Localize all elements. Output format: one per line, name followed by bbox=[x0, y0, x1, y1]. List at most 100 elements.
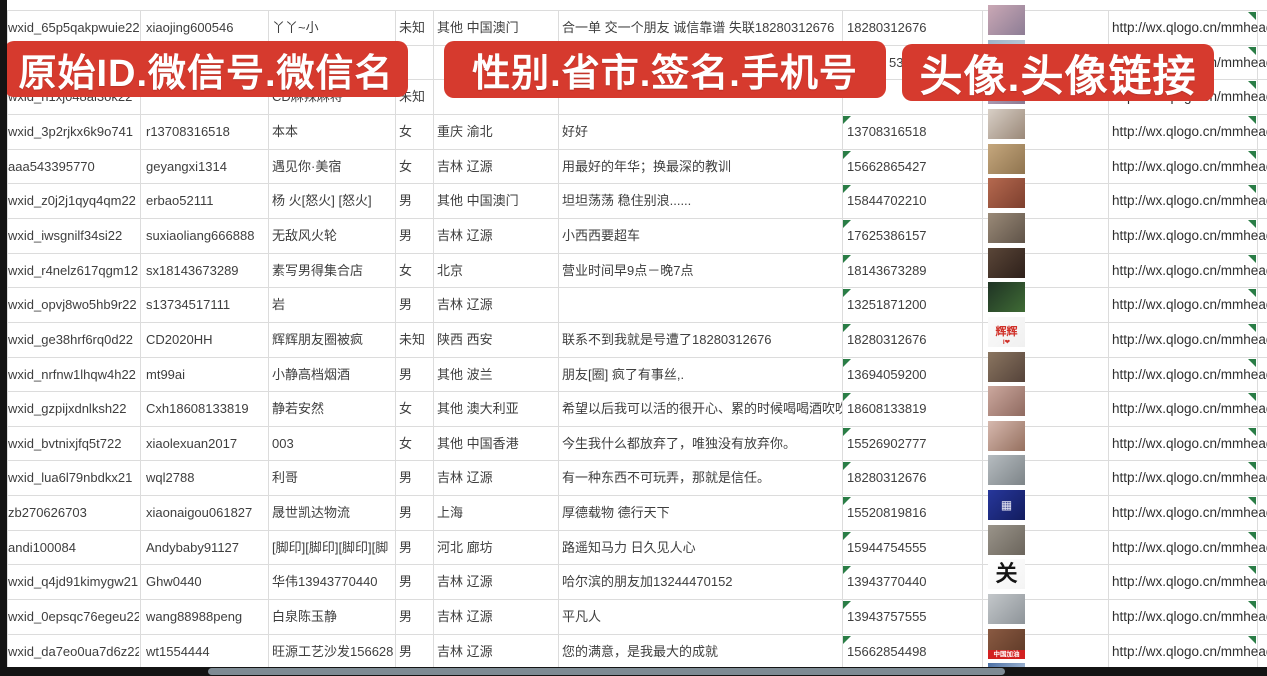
cell-wechat-number[interactable]: geyangxi1314 bbox=[146, 159, 227, 174]
video-scrub-bar[interactable] bbox=[208, 668, 1005, 675]
cell-wechat-number[interactable]: Ghw0440 bbox=[146, 574, 202, 589]
cell-original-id[interactable]: wxid_iwsgnilf34si22 bbox=[8, 228, 123, 243]
cell-wechat-number[interactable]: xiaojing600546 bbox=[146, 20, 234, 35]
cell-wechat-number[interactable]: r13708316518 bbox=[146, 124, 230, 139]
cell-wechat-name[interactable]: 白泉陈玉静 bbox=[272, 609, 338, 624]
cell-avatar-link[interactable]: http://wx.qlogo.cn/mmhead bbox=[1112, 470, 1267, 485]
cell-original-id[interactable]: wxid_opvj8wo5hb9r22 bbox=[8, 297, 137, 312]
cell-wechat-number[interactable]: Cxh18608133819 bbox=[146, 401, 249, 416]
cell-signature[interactable]: 今生我什么都放弃了，唯独没有放弃你。 bbox=[562, 436, 797, 451]
cell-province-city[interactable]: 吉林 辽源 bbox=[437, 644, 493, 659]
cell-phone-number[interactable]: 18143673289 bbox=[847, 263, 927, 278]
cell-wechat-name[interactable]: 本本 bbox=[272, 124, 299, 139]
cell-province-city[interactable]: 吉林 辽源 bbox=[437, 574, 493, 589]
cell-original-id[interactable]: wxid_65p5qakpwuie22 bbox=[8, 20, 139, 35]
cell-province-city[interactable]: 吉林 辽源 bbox=[437, 609, 493, 624]
cell-wechat-name[interactable]: 利哥 bbox=[272, 470, 299, 485]
cell-gender[interactable]: 未知 bbox=[399, 332, 426, 347]
cell-signature[interactable]: 您的满意，是我最大的成就 bbox=[562, 644, 719, 659]
cell-wechat-name[interactable]: 无敌风火轮 bbox=[272, 228, 338, 243]
cell-phone-number[interactable]: 15526902777 bbox=[847, 436, 927, 451]
cell-signature[interactable] bbox=[562, 288, 842, 322]
cell-signature[interactable]: 坦坦荡荡 稳住别浪...... bbox=[562, 193, 692, 208]
cell-province-city[interactable]: 河北 廊坊 bbox=[437, 540, 493, 555]
cell-phone-number[interactable]: 13708316518 bbox=[847, 124, 927, 139]
cell-phone-number[interactable]: 15944754555 bbox=[847, 540, 927, 555]
cell-phone-number[interactable]: 18280312676 bbox=[847, 332, 927, 347]
cell-wechat-name[interactable]: 华伟13943770440 bbox=[272, 574, 378, 589]
cell-signature[interactable]: 用最好的年华；换最深的教训 bbox=[562, 159, 732, 174]
cell-province-city[interactable]: 其他 澳大利亚 bbox=[437, 401, 519, 416]
cell-avatar-link[interactable]: http://wx.qlogo.cn/mmhead bbox=[1112, 193, 1267, 208]
cell-province-city[interactable]: 上海 bbox=[437, 505, 464, 520]
cell-avatar-link[interactable]: http://wx.qlogo.cn/mmhead bbox=[1112, 263, 1267, 278]
cell-province-city[interactable]: 吉林 辽源 bbox=[437, 228, 493, 243]
cell-signature[interactable]: 厚德载物 德行天下 bbox=[562, 505, 670, 520]
cell-wechat-number[interactable]: xiaonaigou061827 bbox=[146, 505, 253, 520]
cell-avatar-link[interactable]: http://wx.qlogo.cn/mmhead bbox=[1112, 297, 1267, 312]
cell-original-id[interactable]: wxid_lua6l79nbdkx21 bbox=[8, 470, 133, 485]
cell-province-city[interactable]: 吉林 辽源 bbox=[437, 470, 493, 485]
cell-phone-number[interactable]: 13694059200 bbox=[847, 367, 927, 382]
cell-gender[interactable]: 未知 bbox=[399, 20, 426, 35]
cell-wechat-number[interactable]: wang88988peng bbox=[146, 609, 243, 624]
cell-province-city[interactable]: 吉林 辽源 bbox=[437, 159, 493, 174]
cell-wechat-number[interactable]: wql2788 bbox=[146, 470, 195, 485]
cell-avatar-link[interactable]: http://wx.qlogo.cn/mmhead bbox=[1112, 401, 1267, 416]
cell-wechat-name[interactable]: 旺源工艺沙发15662854 bbox=[272, 644, 393, 659]
cell-avatar-link[interactable]: http://wx.qlogo.cn/mmhead bbox=[1112, 574, 1267, 589]
cell-signature[interactable]: 希望以后我可以活的很开心、累的时候喝喝酒吹吹[ bbox=[562, 401, 842, 416]
cell-avatar-link[interactable]: http://wx.qlogo.cn/mmhead bbox=[1112, 332, 1267, 347]
cell-phone-number[interactable]: 13943757555 bbox=[847, 609, 927, 624]
cell-wechat-number[interactable]: CD2020HH bbox=[146, 332, 213, 347]
cell-phone-number[interactable]: 15662865427 bbox=[847, 159, 927, 174]
cell-signature[interactable]: 路遥知马力 日久见人心 bbox=[562, 540, 696, 555]
cell-wechat-number[interactable]: suxiaoliang666888 bbox=[146, 228, 255, 243]
cell-gender[interactable]: 女 bbox=[399, 436, 413, 451]
cell-signature[interactable]: 营业时间早9点－晚7点 bbox=[562, 263, 694, 278]
cell-original-id[interactable]: wxid_3p2rjkx6k9o741 bbox=[8, 124, 134, 139]
cell-province-city[interactable]: 北京 bbox=[437, 263, 464, 278]
cell-gender[interactable]: 男 bbox=[399, 470, 413, 485]
cell-original-id[interactable]: wxid_gzpijxdnlksh22 bbox=[8, 401, 127, 416]
cell-avatar-link[interactable]: http://wx.qlogo.cn/mmhead bbox=[1112, 367, 1267, 382]
cell-gender[interactable]: 男 bbox=[399, 193, 413, 208]
cell-phone-number[interactable]: 13251871200 bbox=[847, 297, 927, 312]
cell-wechat-number[interactable]: mt99ai bbox=[146, 367, 186, 382]
cell-phone-number[interactable]: 18608133819 bbox=[847, 401, 927, 416]
cell-wechat-name[interactable]: 辉辉朋友圈被疯 bbox=[272, 332, 364, 347]
cell-avatar-link[interactable]: http://wx.qlogo.cn/mmhead bbox=[1112, 228, 1267, 243]
cell-province-city[interactable]: 陕西 西安 bbox=[437, 332, 493, 347]
cell-wechat-name[interactable]: 遇见你·美宿 bbox=[272, 159, 342, 174]
cell-wechat-name[interactable]: 003 bbox=[272, 436, 294, 451]
cell-phone-number[interactable]: 15844702210 bbox=[847, 193, 927, 208]
cell-avatar-link[interactable]: http://wx.qlogo.cn/mmhead bbox=[1112, 505, 1267, 520]
cell-gender[interactable]: 女 bbox=[399, 159, 413, 174]
cell-original-id[interactable]: aaa543395770 bbox=[8, 159, 95, 174]
cell-wechat-name[interactable]: 素写男得集合店 bbox=[272, 263, 364, 278]
cell-signature[interactable]: 平凡人 bbox=[562, 609, 602, 624]
cell-wechat-name[interactable]: 岩 bbox=[272, 297, 286, 312]
cell-wechat-name[interactable]: 小静高档烟酒 bbox=[272, 367, 351, 382]
cell-original-id[interactable]: andi100084 bbox=[8, 540, 76, 555]
cell-original-id[interactable]: wxid_r4nelz617qgm12 bbox=[8, 263, 139, 278]
cell-wechat-number[interactable]: erbao52111 bbox=[146, 193, 214, 208]
cell-phone-number[interactable]: 15520819816 bbox=[847, 505, 927, 520]
cell-original-id[interactable]: wxid_0epsqc76egeu22 bbox=[8, 609, 139, 624]
cell-avatar-link[interactable]: http://wx.qlogo.cn/mmhead bbox=[1112, 609, 1267, 624]
cell-avatar-link[interactable]: http://wx.qlogo.cn/mmhead bbox=[1112, 124, 1267, 139]
cell-original-id[interactable]: wxid_da7eo0ua7d6z22 bbox=[8, 644, 139, 659]
cell-original-id[interactable]: wxid_q4jd91kimygw21 bbox=[8, 574, 139, 589]
cell-signature[interactable]: 小西西要超车 bbox=[562, 228, 641, 243]
cell-gender[interactable]: 女 bbox=[399, 263, 413, 278]
cell-gender[interactable]: 男 bbox=[399, 505, 413, 520]
cell-signature[interactable]: 好好 bbox=[562, 124, 589, 139]
cell-original-id[interactable]: zb270626703 bbox=[8, 505, 87, 520]
cell-province-city[interactable]: 重庆 渝北 bbox=[437, 124, 493, 139]
cell-wechat-number[interactable]: sx18143673289 bbox=[146, 263, 239, 278]
cell-original-id[interactable]: wxid_z0j2j1qyq4qm22 bbox=[8, 193, 136, 208]
cell-gender[interactable]: 男 bbox=[399, 574, 413, 589]
cell-province-city[interactable]: 其他 中国澳门 bbox=[437, 193, 519, 208]
cell-signature[interactable]: 合一单 交一个朋友 诚信靠谱 失联18280312676 bbox=[562, 20, 835, 35]
cell-phone-number[interactable]: 15662854498 bbox=[847, 644, 927, 659]
